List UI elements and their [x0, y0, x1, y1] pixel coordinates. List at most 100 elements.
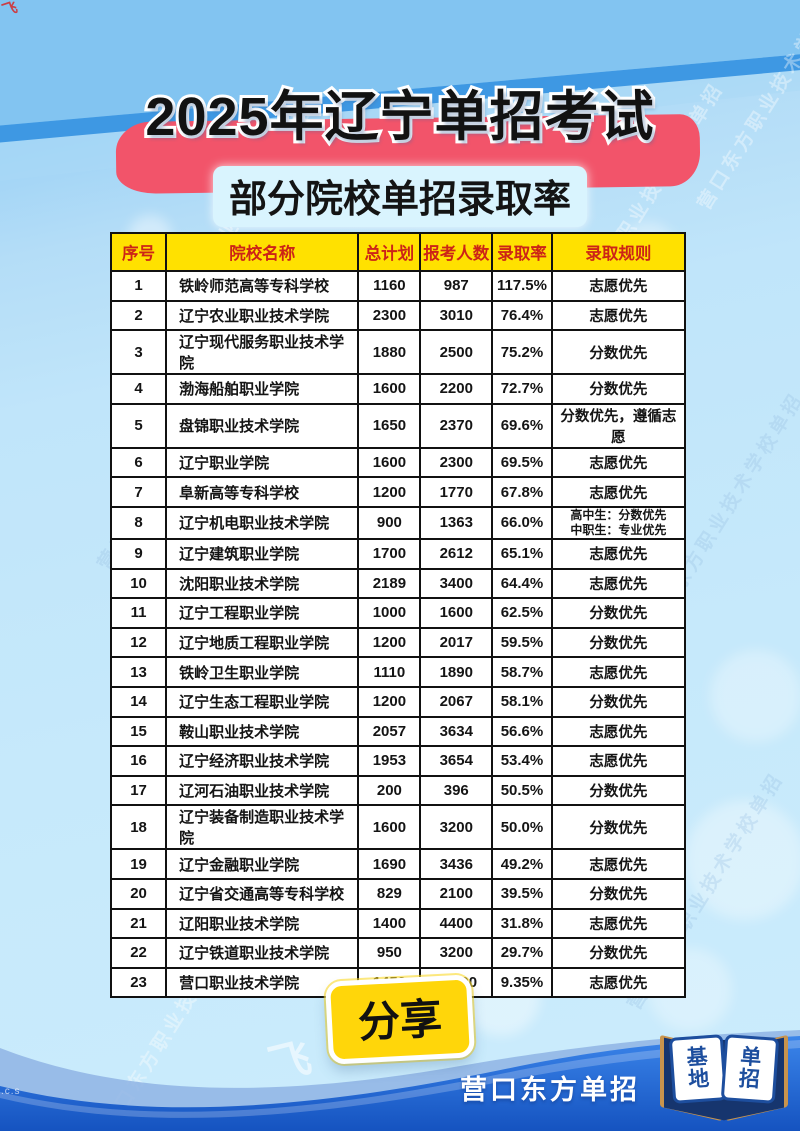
table-row: 7 阜新高等专科学校 1200 1770 67.8% 志愿优先 [109, 476, 687, 508]
admission-rule: 志愿优先 [550, 270, 687, 302]
total-plan: 1600 [357, 804, 422, 851]
table-row: 4 渤海船舶职业学院 1600 2200 72.7% 分数优先 [109, 373, 687, 405]
share-button[interactable]: 分享 [324, 974, 476, 1065]
applicants: 2067 [419, 685, 494, 718]
applicants: 3200 [419, 804, 494, 851]
school-name: 辽宁省交通高等专科学校 [165, 877, 360, 910]
applicants: 1770 [419, 476, 494, 508]
total-plan: 1000 [357, 597, 422, 629]
table-row: 20 辽宁省交通高等专科学校 829 2100 39.5% 分数优先 [109, 877, 687, 910]
row-number: 10 [109, 567, 168, 600]
admission-rule: 志愿优先 [550, 907, 687, 940]
applicants: 3200 [419, 937, 494, 969]
total-plan: 1690 [357, 848, 422, 880]
school-name: 辽宁铁道职业技术学院 [165, 937, 360, 969]
bokeh-circle [710, 650, 800, 742]
admission-rule: 志愿优先 [550, 537, 687, 570]
admission-rule: 分数优先 [550, 685, 687, 718]
school-name: 辽宁建筑职业学院 [165, 537, 360, 570]
column-header: 录取规则 [550, 232, 687, 272]
admission-rule: 志愿优先 [550, 656, 687, 688]
admission-rule: 分数优先 [550, 804, 687, 851]
applicants: 2100 [419, 877, 494, 910]
book-page-left: 基 地 [668, 1034, 728, 1104]
admission-rule: 志愿优先 [550, 848, 687, 880]
poster-subtitle: 部分院校单招录取率 [212, 166, 587, 227]
applicants: 3634 [419, 715, 494, 748]
row-number: 19 [109, 848, 168, 880]
school-name: 阜新高等专科学校 [165, 476, 360, 508]
bottom-wave [0, 1030, 800, 1131]
admission-rule: 志愿优先 [550, 567, 687, 600]
admission-rule: 分数优先 [550, 774, 687, 807]
table-row: 21 辽阳职业技术学院 1400 4400 31.8% 志愿优先 [109, 907, 687, 940]
row-number: 7 [109, 476, 168, 508]
row-number: 18 [109, 804, 168, 851]
admission-rate: 59.5% [491, 626, 553, 659]
admission-rate: 75.2% [491, 329, 553, 376]
applicants: 3400 [419, 567, 494, 600]
admission-rate: 39.5% [491, 877, 553, 910]
total-plan: 1953 [357, 745, 422, 777]
row-number: 21 [109, 907, 168, 940]
total-plan: 1650 [357, 402, 422, 449]
admission-rule: 志愿优先 [550, 715, 687, 748]
school-name: 辽河石油职业技术学院 [165, 774, 360, 807]
school-name: 辽宁职业学院 [165, 446, 360, 479]
total-plan: 900 [357, 505, 422, 540]
row-number: 11 [109, 597, 168, 629]
column-header: 录取率 [491, 232, 553, 272]
admission-rule: 志愿优先 [550, 745, 687, 777]
row-number: 20 [109, 877, 168, 910]
logo-char: 基 [685, 1045, 709, 1070]
total-plan: 1160 [357, 270, 422, 302]
admission-rate: 76.4% [491, 299, 553, 332]
total-plan: 1200 [357, 476, 422, 508]
applicants: 2200 [419, 373, 494, 405]
admission-rate: 62.5% [491, 597, 553, 629]
school-name: 辽宁机电职业技术学院 [165, 505, 360, 540]
row-number: 16 [109, 745, 168, 777]
total-plan: 1110 [357, 656, 422, 688]
applicants: 1890 [419, 656, 494, 688]
row-number: 5 [109, 402, 168, 449]
row-number: 8 [109, 505, 168, 540]
total-plan: 1600 [357, 446, 422, 479]
total-plan: 1600 [357, 373, 422, 405]
admission-rate-table-wrap: 序号 院校名称 总计划 报考人数 录取率 录取规则 1 铁岭师范高等专科学校 1160 987 1… [109, 232, 687, 999]
admission-rate: 50.5% [491, 774, 553, 807]
school-name: 铁岭卫生职业学院 [165, 656, 360, 688]
applicants: 3010 [419, 299, 494, 332]
admission-rule: 志愿优先 [550, 446, 687, 479]
admission-rate: 56.6% [491, 715, 553, 748]
row-number: 15 [109, 715, 168, 748]
row-number: 3 [109, 329, 168, 376]
table-row: 16 辽宁经济职业技术学院 1953 3654 53.4% 志愿优先 [109, 745, 687, 777]
school-name: 辽宁工程职业学院 [165, 597, 360, 629]
poster-title: 2025年辽宁单招考试 [142, 84, 656, 150]
admission-rate: 69.6% [491, 402, 553, 449]
row-number: 6 [109, 446, 168, 479]
admission-rule: 分数优先 [550, 877, 687, 910]
table-row: 8 辽宁机电职业技术学院 900 1363 66.0% 高中生：分数优先 中职生：专业优先 [109, 505, 687, 540]
row-number: 17 [109, 774, 168, 807]
table-row: 18 辽宁装备制造职业技术学院 1600 3200 50.0% 分数优先 [109, 804, 687, 851]
school-name: 辽阳职业技术学院 [165, 907, 360, 940]
table-row: 10 沈阳职业技术学院 2189 3400 64.4% 志愿优先 [109, 567, 687, 600]
admission-rate: 29.7% [491, 937, 553, 969]
admission-rate: 66.0% [491, 505, 553, 540]
total-plan: 1200 [357, 626, 422, 659]
admission-rate: 64.4% [491, 567, 553, 600]
table-row: 17 辽河石油职业技术学院 200 396 50.5% 分数优先 [109, 774, 687, 807]
row-number: 1 [109, 270, 168, 302]
school-name: 鞍山职业技术学院 [165, 715, 360, 748]
applicants: 1600 [419, 597, 494, 629]
table-row: 13 铁岭卫生职业学院 1110 1890 58.7% 志愿优先 [109, 656, 687, 688]
table-row: 1 铁岭师范高等专科学校 1160 987 117.5% 志愿优先 [109, 270, 687, 302]
table-row: 14 辽宁生态工程职业学院 1200 2067 58.1% 分数优先 [109, 685, 687, 718]
applicants: 2370 [419, 402, 494, 449]
school-name: 辽宁农业职业技术学院 [165, 299, 360, 332]
table-row: 9 辽宁建筑职业学院 1700 2612 65.1% 志愿优先 [109, 537, 687, 570]
admission-rule: 分数优先 [550, 329, 687, 376]
book-page-right: 单 招 [720, 1034, 780, 1104]
